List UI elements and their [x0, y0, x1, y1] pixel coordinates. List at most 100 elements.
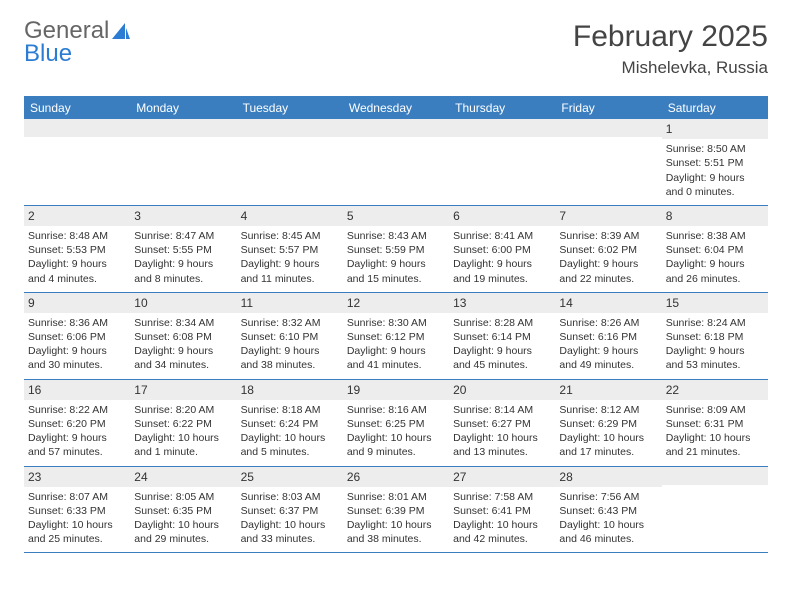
sunset-text: Sunset: 6:00 PM	[453, 243, 551, 257]
day-cell: 11Sunrise: 8:32 AMSunset: 6:10 PMDayligh…	[237, 293, 343, 379]
month-title: February 2025	[573, 20, 768, 54]
week-row: 9Sunrise: 8:36 AMSunset: 6:06 PMDaylight…	[24, 293, 768, 380]
sunrise-text: Sunrise: 8:24 AM	[666, 316, 764, 330]
header: General Blue February 2025 Mishelevka, R…	[24, 20, 768, 78]
dl1-text: Daylight: 10 hours	[453, 431, 551, 445]
day-cell: 3Sunrise: 8:47 AMSunset: 5:55 PMDaylight…	[130, 206, 236, 292]
day-number: 5	[343, 206, 449, 226]
sunrise-text: Sunrise: 8:45 AM	[241, 229, 339, 243]
dl1-text: Daylight: 9 hours	[666, 257, 764, 271]
day-cell	[24, 119, 130, 205]
sunrise-text: Sunrise: 8:12 AM	[559, 403, 657, 417]
sunrise-text: Sunrise: 8:36 AM	[28, 316, 126, 330]
day-number: 24	[130, 467, 236, 487]
dl1-text: Daylight: 9 hours	[134, 257, 232, 271]
dl1-text: Daylight: 9 hours	[347, 344, 445, 358]
location: Mishelevka, Russia	[573, 58, 768, 78]
day-number: 11	[237, 293, 343, 313]
dl1-text: Daylight: 9 hours	[347, 257, 445, 271]
week-row: 1Sunrise: 8:50 AMSunset: 5:51 PMDaylight…	[24, 119, 768, 206]
sunset-text: Sunset: 6:08 PM	[134, 330, 232, 344]
dl2-text: and 38 minutes.	[241, 358, 339, 372]
sunrise-text: Sunrise: 8:50 AM	[666, 142, 764, 156]
day-cell: 7Sunrise: 8:39 AMSunset: 6:02 PMDaylight…	[555, 206, 661, 292]
day-cell	[555, 119, 661, 205]
day-cell	[343, 119, 449, 205]
sunrise-text: Sunrise: 8:05 AM	[134, 490, 232, 504]
sunrise-text: Sunrise: 8:43 AM	[347, 229, 445, 243]
day-number: 13	[449, 293, 555, 313]
dl1-text: Daylight: 10 hours	[241, 431, 339, 445]
dl1-text: Daylight: 9 hours	[453, 257, 551, 271]
sunset-text: Sunset: 6:33 PM	[28, 504, 126, 518]
day-cell: 28Sunrise: 7:56 AMSunset: 6:43 PMDayligh…	[555, 467, 661, 553]
dl2-text: and 41 minutes.	[347, 358, 445, 372]
day-number: 12	[343, 293, 449, 313]
day-cell: 18Sunrise: 8:18 AMSunset: 6:24 PMDayligh…	[237, 380, 343, 466]
day-header: Friday	[555, 97, 661, 119]
dl1-text: Daylight: 10 hours	[347, 518, 445, 532]
day-number: 9	[24, 293, 130, 313]
day-number	[449, 119, 555, 137]
day-cell: 23Sunrise: 8:07 AMSunset: 6:33 PMDayligh…	[24, 467, 130, 553]
day-number: 8	[662, 206, 768, 226]
dl1-text: Daylight: 10 hours	[347, 431, 445, 445]
day-number: 10	[130, 293, 236, 313]
sunset-text: Sunset: 6:18 PM	[666, 330, 764, 344]
dl1-text: Daylight: 9 hours	[241, 344, 339, 358]
weeks-container: 1Sunrise: 8:50 AMSunset: 5:51 PMDaylight…	[24, 119, 768, 553]
dl1-text: Daylight: 10 hours	[453, 518, 551, 532]
sunset-text: Sunset: 6:20 PM	[28, 417, 126, 431]
day-number: 23	[24, 467, 130, 487]
day-cell: 9Sunrise: 8:36 AMSunset: 6:06 PMDaylight…	[24, 293, 130, 379]
day-cell	[662, 467, 768, 553]
day-cell: 8Sunrise: 8:38 AMSunset: 6:04 PMDaylight…	[662, 206, 768, 292]
day-number: 17	[130, 380, 236, 400]
dl2-text: and 33 minutes.	[241, 532, 339, 546]
logo-part2: Blue	[24, 43, 72, 66]
dl2-text: and 26 minutes.	[666, 272, 764, 286]
sunrise-text: Sunrise: 8:20 AM	[134, 403, 232, 417]
sunset-text: Sunset: 6:22 PM	[134, 417, 232, 431]
dl2-text: and 45 minutes.	[453, 358, 551, 372]
sunrise-text: Sunrise: 8:22 AM	[28, 403, 126, 417]
day-header: Saturday	[662, 97, 768, 119]
dl2-text: and 11 minutes.	[241, 272, 339, 286]
sunset-text: Sunset: 6:10 PM	[241, 330, 339, 344]
day-number: 25	[237, 467, 343, 487]
day-number	[237, 119, 343, 137]
sunrise-text: Sunrise: 8:41 AM	[453, 229, 551, 243]
day-number: 28	[555, 467, 661, 487]
sunrise-text: Sunrise: 7:58 AM	[453, 490, 551, 504]
dl1-text: Daylight: 10 hours	[666, 431, 764, 445]
dl1-text: Daylight: 10 hours	[28, 518, 126, 532]
day-cell: 20Sunrise: 8:14 AMSunset: 6:27 PMDayligh…	[449, 380, 555, 466]
day-cell: 6Sunrise: 8:41 AMSunset: 6:00 PMDaylight…	[449, 206, 555, 292]
dl2-text: and 30 minutes.	[28, 358, 126, 372]
sunrise-text: Sunrise: 8:03 AM	[241, 490, 339, 504]
dl2-text: and 4 minutes.	[28, 272, 126, 286]
day-cell: 21Sunrise: 8:12 AMSunset: 6:29 PMDayligh…	[555, 380, 661, 466]
day-cell: 19Sunrise: 8:16 AMSunset: 6:25 PMDayligh…	[343, 380, 449, 466]
dl2-text: and 22 minutes.	[559, 272, 657, 286]
day-number: 14	[555, 293, 661, 313]
day-number	[343, 119, 449, 137]
dl1-text: Daylight: 9 hours	[559, 344, 657, 358]
day-number: 4	[237, 206, 343, 226]
dl2-text: and 53 minutes.	[666, 358, 764, 372]
day-number: 7	[555, 206, 661, 226]
dl1-text: Daylight: 9 hours	[28, 344, 126, 358]
week-row: 2Sunrise: 8:48 AMSunset: 5:53 PMDaylight…	[24, 206, 768, 293]
dl2-text: and 15 minutes.	[347, 272, 445, 286]
title-block: February 2025 Mishelevka, Russia	[573, 20, 768, 78]
sunset-text: Sunset: 6:43 PM	[559, 504, 657, 518]
dl1-text: Daylight: 9 hours	[453, 344, 551, 358]
sunset-text: Sunset: 5:53 PM	[28, 243, 126, 257]
day-number: 1	[662, 119, 768, 139]
sunset-text: Sunset: 5:59 PM	[347, 243, 445, 257]
day-number	[662, 467, 768, 485]
day-cell: 27Sunrise: 7:58 AMSunset: 6:41 PMDayligh…	[449, 467, 555, 553]
dl2-text: and 9 minutes.	[347, 445, 445, 459]
dl2-text: and 21 minutes.	[666, 445, 764, 459]
day-header-row: Sunday Monday Tuesday Wednesday Thursday…	[24, 97, 768, 119]
